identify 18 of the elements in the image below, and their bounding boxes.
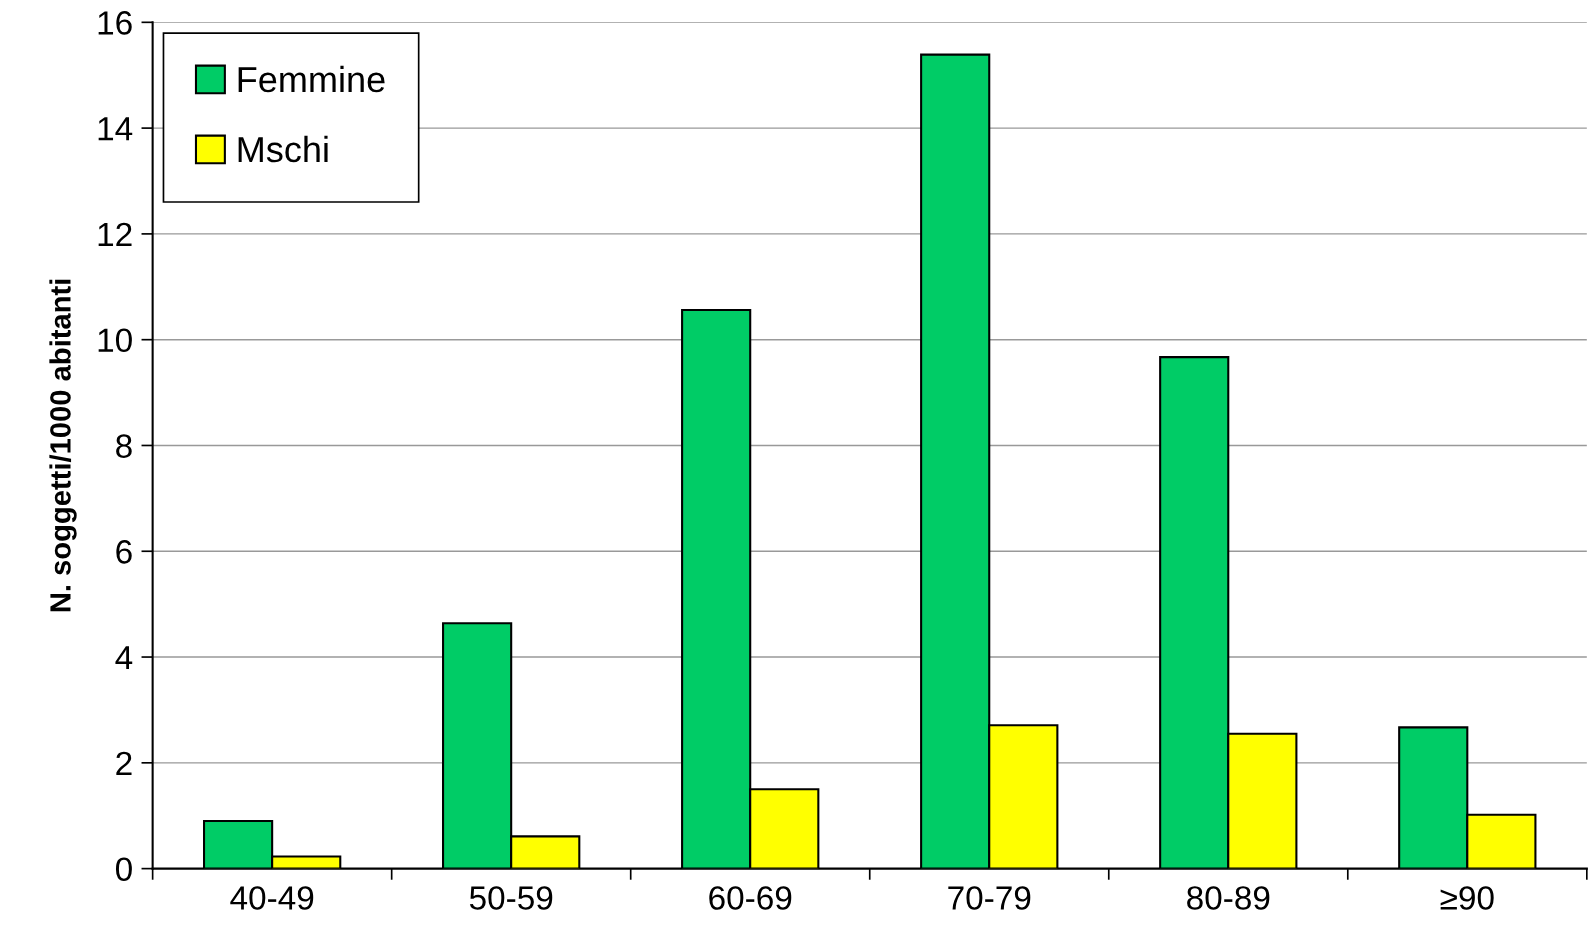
y-tick-label: 6 <box>116 540 132 564</box>
x-tick-label: 60-69 <box>709 886 792 910</box>
y-tick-label: 16 <box>98 11 132 35</box>
legend-label: Femmine <box>238 65 385 93</box>
y-tick-label: 2 <box>116 751 132 775</box>
x-tick-label: ≥90 <box>1440 886 1494 910</box>
y-tick-label: 8 <box>116 434 132 458</box>
y-tick-label: 14 <box>98 117 133 141</box>
legend-label: Mschi <box>238 135 328 163</box>
y-tick-label: 12 <box>98 222 132 246</box>
y-axis-title: N. soggetti/1000 abitanti <box>49 279 77 612</box>
y-tick-label: 0 <box>115 857 132 882</box>
x-tick-label: 70-79 <box>948 886 1031 910</box>
x-tick-label: 50-59 <box>469 886 553 910</box>
y-tick-label: 10 <box>98 328 132 353</box>
x-tick-label: 80-89 <box>1187 886 1270 910</box>
y-tick-label: 4 <box>115 646 133 670</box>
x-tick-label: 40-49 <box>230 886 314 910</box>
